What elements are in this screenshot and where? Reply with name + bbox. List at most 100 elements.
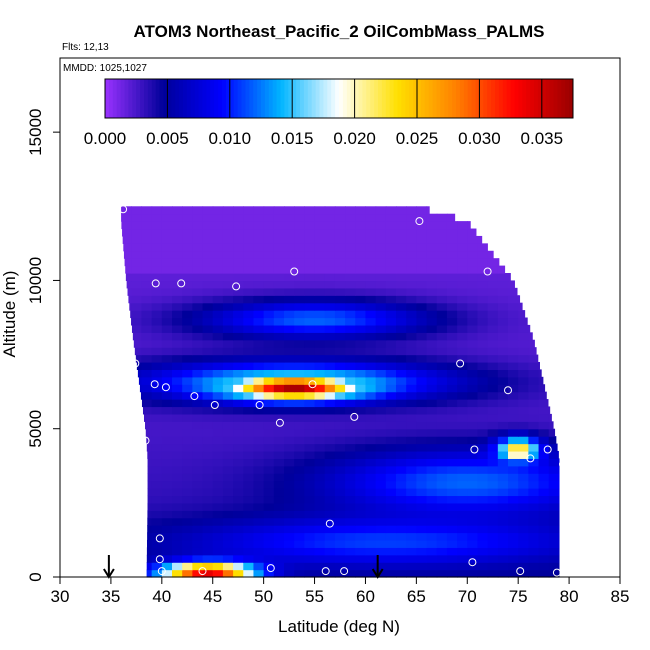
heatmap-cell <box>365 243 377 252</box>
heatmap-cell <box>294 391 305 400</box>
heatmap-cell <box>147 525 153 534</box>
heatmap-cell <box>365 384 377 393</box>
sample-point <box>151 279 160 288</box>
heatmap-cell <box>396 428 407 437</box>
heatmap-cell <box>406 221 417 230</box>
heatmap-cell <box>477 376 489 385</box>
heatmap-cell <box>222 569 234 578</box>
heatmap-cell <box>477 399 489 408</box>
heatmap-cell <box>457 391 468 400</box>
heatmap-cell <box>487 488 499 497</box>
heatmap-cell <box>385 369 397 378</box>
heatmap-cell <box>141 399 153 408</box>
heatmap-cell <box>151 421 163 430</box>
heatmap-cell <box>172 391 183 400</box>
heatmap-cell <box>446 488 458 497</box>
heatmap-cell <box>202 384 214 393</box>
heatmap-cell <box>212 347 224 356</box>
heatmap-cell <box>125 273 132 282</box>
heatmap-cell <box>497 488 509 497</box>
heatmap-cell <box>477 391 489 400</box>
heatmap-cell <box>416 235 428 244</box>
heatmap-cell <box>487 250 494 259</box>
heatmap-cell <box>416 206 428 215</box>
heatmap-cell <box>161 480 173 489</box>
sample-point <box>177 279 186 288</box>
heatmap-cell <box>304 569 316 578</box>
colorbar-segment <box>428 79 434 118</box>
heatmap-cell <box>314 547 326 556</box>
colorbar-segment <box>249 79 254 118</box>
heatmap-cell <box>457 295 468 304</box>
heatmap-cell <box>548 554 560 563</box>
heatmap-cell <box>385 525 397 534</box>
heatmap-cell <box>345 391 356 400</box>
heatmap-cell <box>416 517 428 526</box>
heatmap-cell <box>273 428 285 437</box>
heatmap-cell <box>355 324 367 333</box>
heatmap-cell <box>355 480 367 489</box>
heatmap-cell <box>497 347 509 356</box>
heatmap-cell <box>436 517 448 526</box>
heatmap-cell <box>284 310 295 319</box>
heatmap-cell <box>467 235 479 244</box>
heatmap-cell <box>508 280 515 289</box>
heatmap-cell <box>508 436 519 445</box>
heatmap-cell <box>273 391 285 400</box>
heatmap-cell <box>477 473 489 482</box>
heatmap-cell <box>487 265 499 274</box>
heatmap-cell <box>212 554 224 563</box>
heatmap-cell <box>355 532 367 541</box>
heatmap-cell <box>141 384 153 393</box>
heatmap-cell <box>385 258 397 267</box>
heatmap-cell <box>345 339 356 348</box>
colorbar-segment <box>339 79 344 118</box>
heatmap-cell <box>436 258 448 267</box>
heatmap-cell <box>406 310 417 319</box>
heatmap-cell <box>222 510 234 519</box>
heatmap-cell <box>314 510 326 519</box>
heatmap-cell <box>375 250 387 259</box>
heatmap-cell <box>324 495 336 504</box>
heatmap-cell <box>233 235 244 244</box>
heatmap-cell <box>212 413 224 422</box>
heatmap-cell <box>334 547 346 556</box>
heatmap-cell <box>243 554 255 563</box>
heatmap-cell <box>508 525 519 534</box>
heatmap-cell <box>446 354 458 363</box>
heatmap-cell <box>416 399 428 408</box>
heatmap-cell <box>375 347 387 356</box>
heatmap-cell <box>133 339 143 348</box>
heatmap-cell <box>467 228 477 237</box>
heatmap-cell <box>243 302 255 311</box>
heatmap-cell <box>212 221 224 230</box>
x-tick-label: 30 <box>51 587 70 606</box>
heatmap-cell <box>151 354 163 363</box>
heatmap-cell <box>416 406 428 415</box>
heatmap-cell <box>192 562 204 571</box>
heatmap-cell <box>518 532 529 541</box>
heatmap-cell <box>467 384 479 393</box>
heatmap-cell <box>294 324 305 333</box>
heatmap-cell <box>467 443 479 452</box>
colorbar-tick-label: 0.015 <box>271 129 314 148</box>
colorbar-segment <box>444 79 449 118</box>
heatmap-cell <box>304 436 316 445</box>
heatmap-cell <box>151 361 163 370</box>
heatmap-cell <box>202 250 214 259</box>
heatmap-cell <box>416 554 428 563</box>
heatmap-cell <box>528 406 540 415</box>
heatmap-cell <box>467 510 479 519</box>
colorbar-segment <box>300 79 305 118</box>
heatmap-cell <box>294 369 305 378</box>
heatmap-cell <box>182 488 193 497</box>
heatmap-cell <box>426 473 438 482</box>
heatmap-cell <box>426 228 438 237</box>
heatmap-cell <box>324 317 336 326</box>
heatmap-cell <box>497 473 509 482</box>
heatmap-cell <box>304 258 316 267</box>
heatmap-cell <box>385 302 397 311</box>
heatmap-cell <box>467 450 479 459</box>
heatmap-cell <box>253 532 265 541</box>
heatmap-cell <box>436 488 448 497</box>
